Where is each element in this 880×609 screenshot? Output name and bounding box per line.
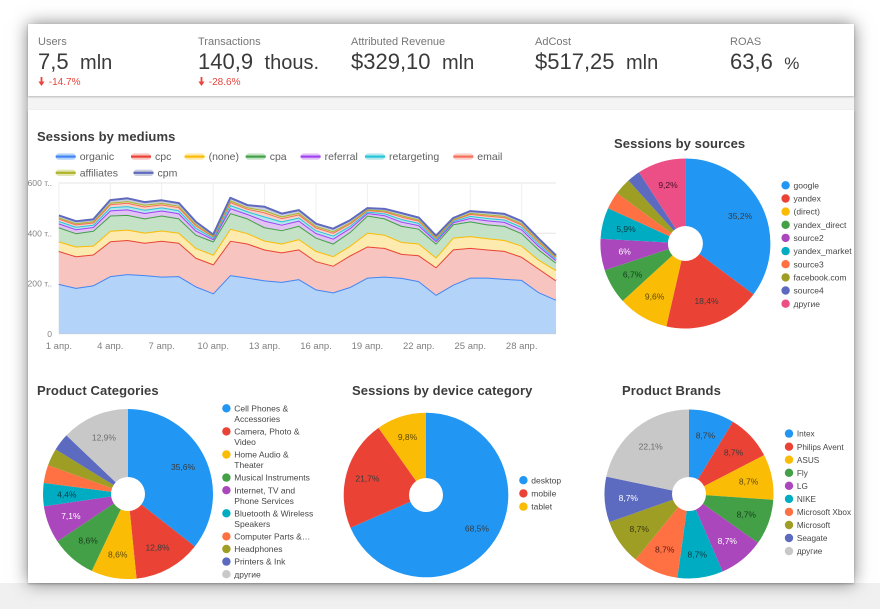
svg-text:18,4%: 18,4% [694, 296, 719, 306]
svg-text:NIKE: NIKE [797, 495, 817, 504]
svg-text:Printers & Ink: Printers & Ink [234, 557, 286, 567]
svg-text:Headphones: Headphones [234, 544, 282, 554]
svg-text:4,4%: 4,4% [57, 489, 77, 499]
svg-text:9,8%: 9,8% [398, 432, 418, 442]
svg-text:organic: organic [80, 151, 114, 163]
svg-text:16 апр.: 16 апр. [300, 341, 332, 352]
svg-text:source4: source4 [794, 286, 825, 296]
svg-text:8,7%: 8,7% [619, 493, 639, 503]
svg-text:8,7%: 8,7% [718, 536, 738, 546]
svg-text:source2: source2 [794, 233, 825, 243]
svg-text:4 апр.: 4 апр. [97, 341, 123, 352]
svg-text:12,8%: 12,8% [145, 543, 170, 553]
svg-text:cpc: cpc [155, 151, 171, 163]
svg-text:ASUS: ASUS [797, 456, 820, 465]
svg-text:8,7%: 8,7% [655, 545, 675, 555]
svg-text:8,6%: 8,6% [108, 549, 128, 559]
svg-text:referral: referral [325, 151, 358, 163]
svg-text:Musical Instruments: Musical Instruments [234, 473, 310, 483]
svg-text:22 апр.: 22 апр. [403, 341, 435, 352]
svg-text:9,6%: 9,6% [645, 291, 665, 301]
svg-text:facebook.com: facebook.com [794, 273, 847, 283]
svg-text:Microsoft Xbox: Microsoft Xbox [797, 508, 851, 517]
svg-text:68,5%: 68,5% [465, 523, 490, 533]
svg-text:10 апр.: 10 апр. [197, 341, 229, 352]
svg-text:Phone Services: Phone Services [234, 496, 294, 506]
svg-text:5,9%: 5,9% [616, 224, 636, 234]
svg-text:Cell Phones &: Cell Phones & [234, 403, 288, 413]
svg-text:Accessories: Accessories [234, 414, 280, 424]
svg-text:13 апр.: 13 апр. [249, 341, 281, 352]
svg-text:Computer Parts &…: Computer Parts &… [234, 532, 310, 542]
svg-text:8,7%: 8,7% [696, 430, 716, 440]
svg-text:8,7%: 8,7% [630, 524, 650, 534]
svg-text:8,7%: 8,7% [688, 549, 708, 559]
svg-text:200 т..: 200 т.. [28, 279, 52, 289]
svg-text:19 апр.: 19 апр. [352, 341, 384, 352]
svg-text:8,6%: 8,6% [78, 535, 98, 545]
svg-text:Seagate: Seagate [797, 534, 828, 543]
svg-text:Speakers: Speakers [234, 519, 270, 529]
svg-text:400 т..: 400 т.. [28, 228, 52, 238]
svg-text:600 т..: 600 т.. [28, 178, 52, 188]
svg-text:Philips Avent: Philips Avent [797, 443, 844, 452]
svg-text:21,7%: 21,7% [355, 474, 380, 484]
svg-text:7 апр.: 7 апр. [149, 341, 175, 352]
svg-text:retargeting: retargeting [389, 151, 439, 163]
svg-text:LG: LG [797, 482, 808, 491]
svg-text:yandex_direct: yandex_direct [794, 220, 848, 230]
svg-text:Camera, Photo &: Camera, Photo & [234, 427, 300, 437]
svg-text:tablet: tablet [531, 502, 552, 512]
svg-text:Intex: Intex [797, 430, 815, 439]
svg-text:Fly: Fly [797, 469, 809, 478]
svg-text:mobile: mobile [531, 489, 556, 499]
svg-text:Microsoft: Microsoft [797, 521, 831, 530]
svg-text:source3: source3 [794, 259, 825, 269]
svg-text:Home Audio &: Home Audio & [234, 450, 289, 460]
svg-text:0: 0 [47, 329, 52, 339]
svg-text:email: email [477, 151, 502, 163]
svg-text:Bluetooth & Wireless: Bluetooth & Wireless [234, 508, 313, 518]
svg-text:yandex_market: yandex_market [794, 246, 853, 256]
svg-text:cpa: cpa [270, 151, 287, 163]
svg-text:(none): (none) [209, 151, 239, 163]
svg-text:7,1%: 7,1% [61, 511, 81, 521]
svg-text:yandex: yandex [794, 194, 822, 204]
svg-text:другие: другие [797, 547, 823, 556]
svg-text:6%: 6% [619, 247, 632, 257]
svg-text:8,7%: 8,7% [737, 509, 757, 519]
svg-text:(direct): (direct) [794, 207, 821, 217]
svg-text:28 апр.: 28 апр. [506, 341, 538, 352]
svg-text:Internet, TV and: Internet, TV and [234, 485, 295, 495]
svg-text:22,1%: 22,1% [639, 442, 664, 452]
svg-text:8,7%: 8,7% [724, 448, 744, 458]
svg-text:8,7%: 8,7% [739, 477, 759, 487]
svg-text:25 апр.: 25 апр. [455, 341, 487, 352]
svg-text:desktop: desktop [531, 475, 561, 485]
svg-text:другие: другие [234, 569, 261, 579]
svg-text:35,6%: 35,6% [171, 462, 196, 472]
svg-text:6,7%: 6,7% [623, 270, 643, 280]
svg-text:другие: другие [794, 299, 821, 309]
svg-text:12,9%: 12,9% [92, 433, 117, 443]
svg-text:Video: Video [234, 437, 256, 447]
svg-text:35,2%: 35,2% [728, 211, 753, 221]
svg-text:affiliates: affiliates [80, 167, 118, 179]
svg-text:1 апр.: 1 апр. [46, 341, 72, 352]
svg-text:9,2%: 9,2% [658, 180, 678, 190]
svg-text:google: google [794, 180, 820, 190]
svg-text:Theater: Theater [234, 460, 263, 470]
svg-text:cpm: cpm [158, 167, 178, 179]
